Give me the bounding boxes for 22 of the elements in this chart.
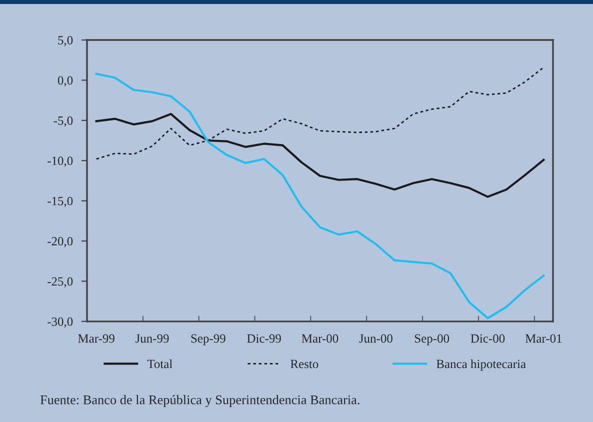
y-tick-label: 5,0 [58, 36, 73, 46]
x-tick-label: Mar-99 [78, 334, 114, 343]
x-tick-label: Dic-99 [247, 334, 281, 343]
x-tick-label: Mar-01 [525, 334, 562, 343]
x-tick-label: Sep-00 [414, 334, 450, 346]
x-tick-label: Mar-00 [302, 334, 338, 343]
y-tick-label: 0,0 [58, 76, 73, 86]
y-tick-label: -25,0 [48, 277, 73, 288]
y-tick-label: -15,0 [48, 196, 73, 208]
y-tick-label: -5,0 [54, 116, 73, 127]
x-tick-label: Jun-99 [135, 334, 169, 343]
x-tick-label: Sep-99 [191, 334, 226, 346]
legend-label: Banca hipotecaria [436, 359, 526, 371]
x-tick-label: Jun-00 [359, 334, 392, 343]
legend-label: Total [147, 359, 172, 368]
y-tick-label: -30,0 [48, 317, 73, 328]
y-tick-label: -10,0 [48, 156, 73, 167]
legend-label: Resto [290, 360, 318, 368]
x-tick-label: Dic-00 [470, 334, 505, 343]
source-note: Fuente: Banco de la República y Superintendencia Bancaria. [40, 394, 360, 408]
y-tick-label: -20,0 [48, 237, 73, 248]
line-series [95, 72, 545, 320]
